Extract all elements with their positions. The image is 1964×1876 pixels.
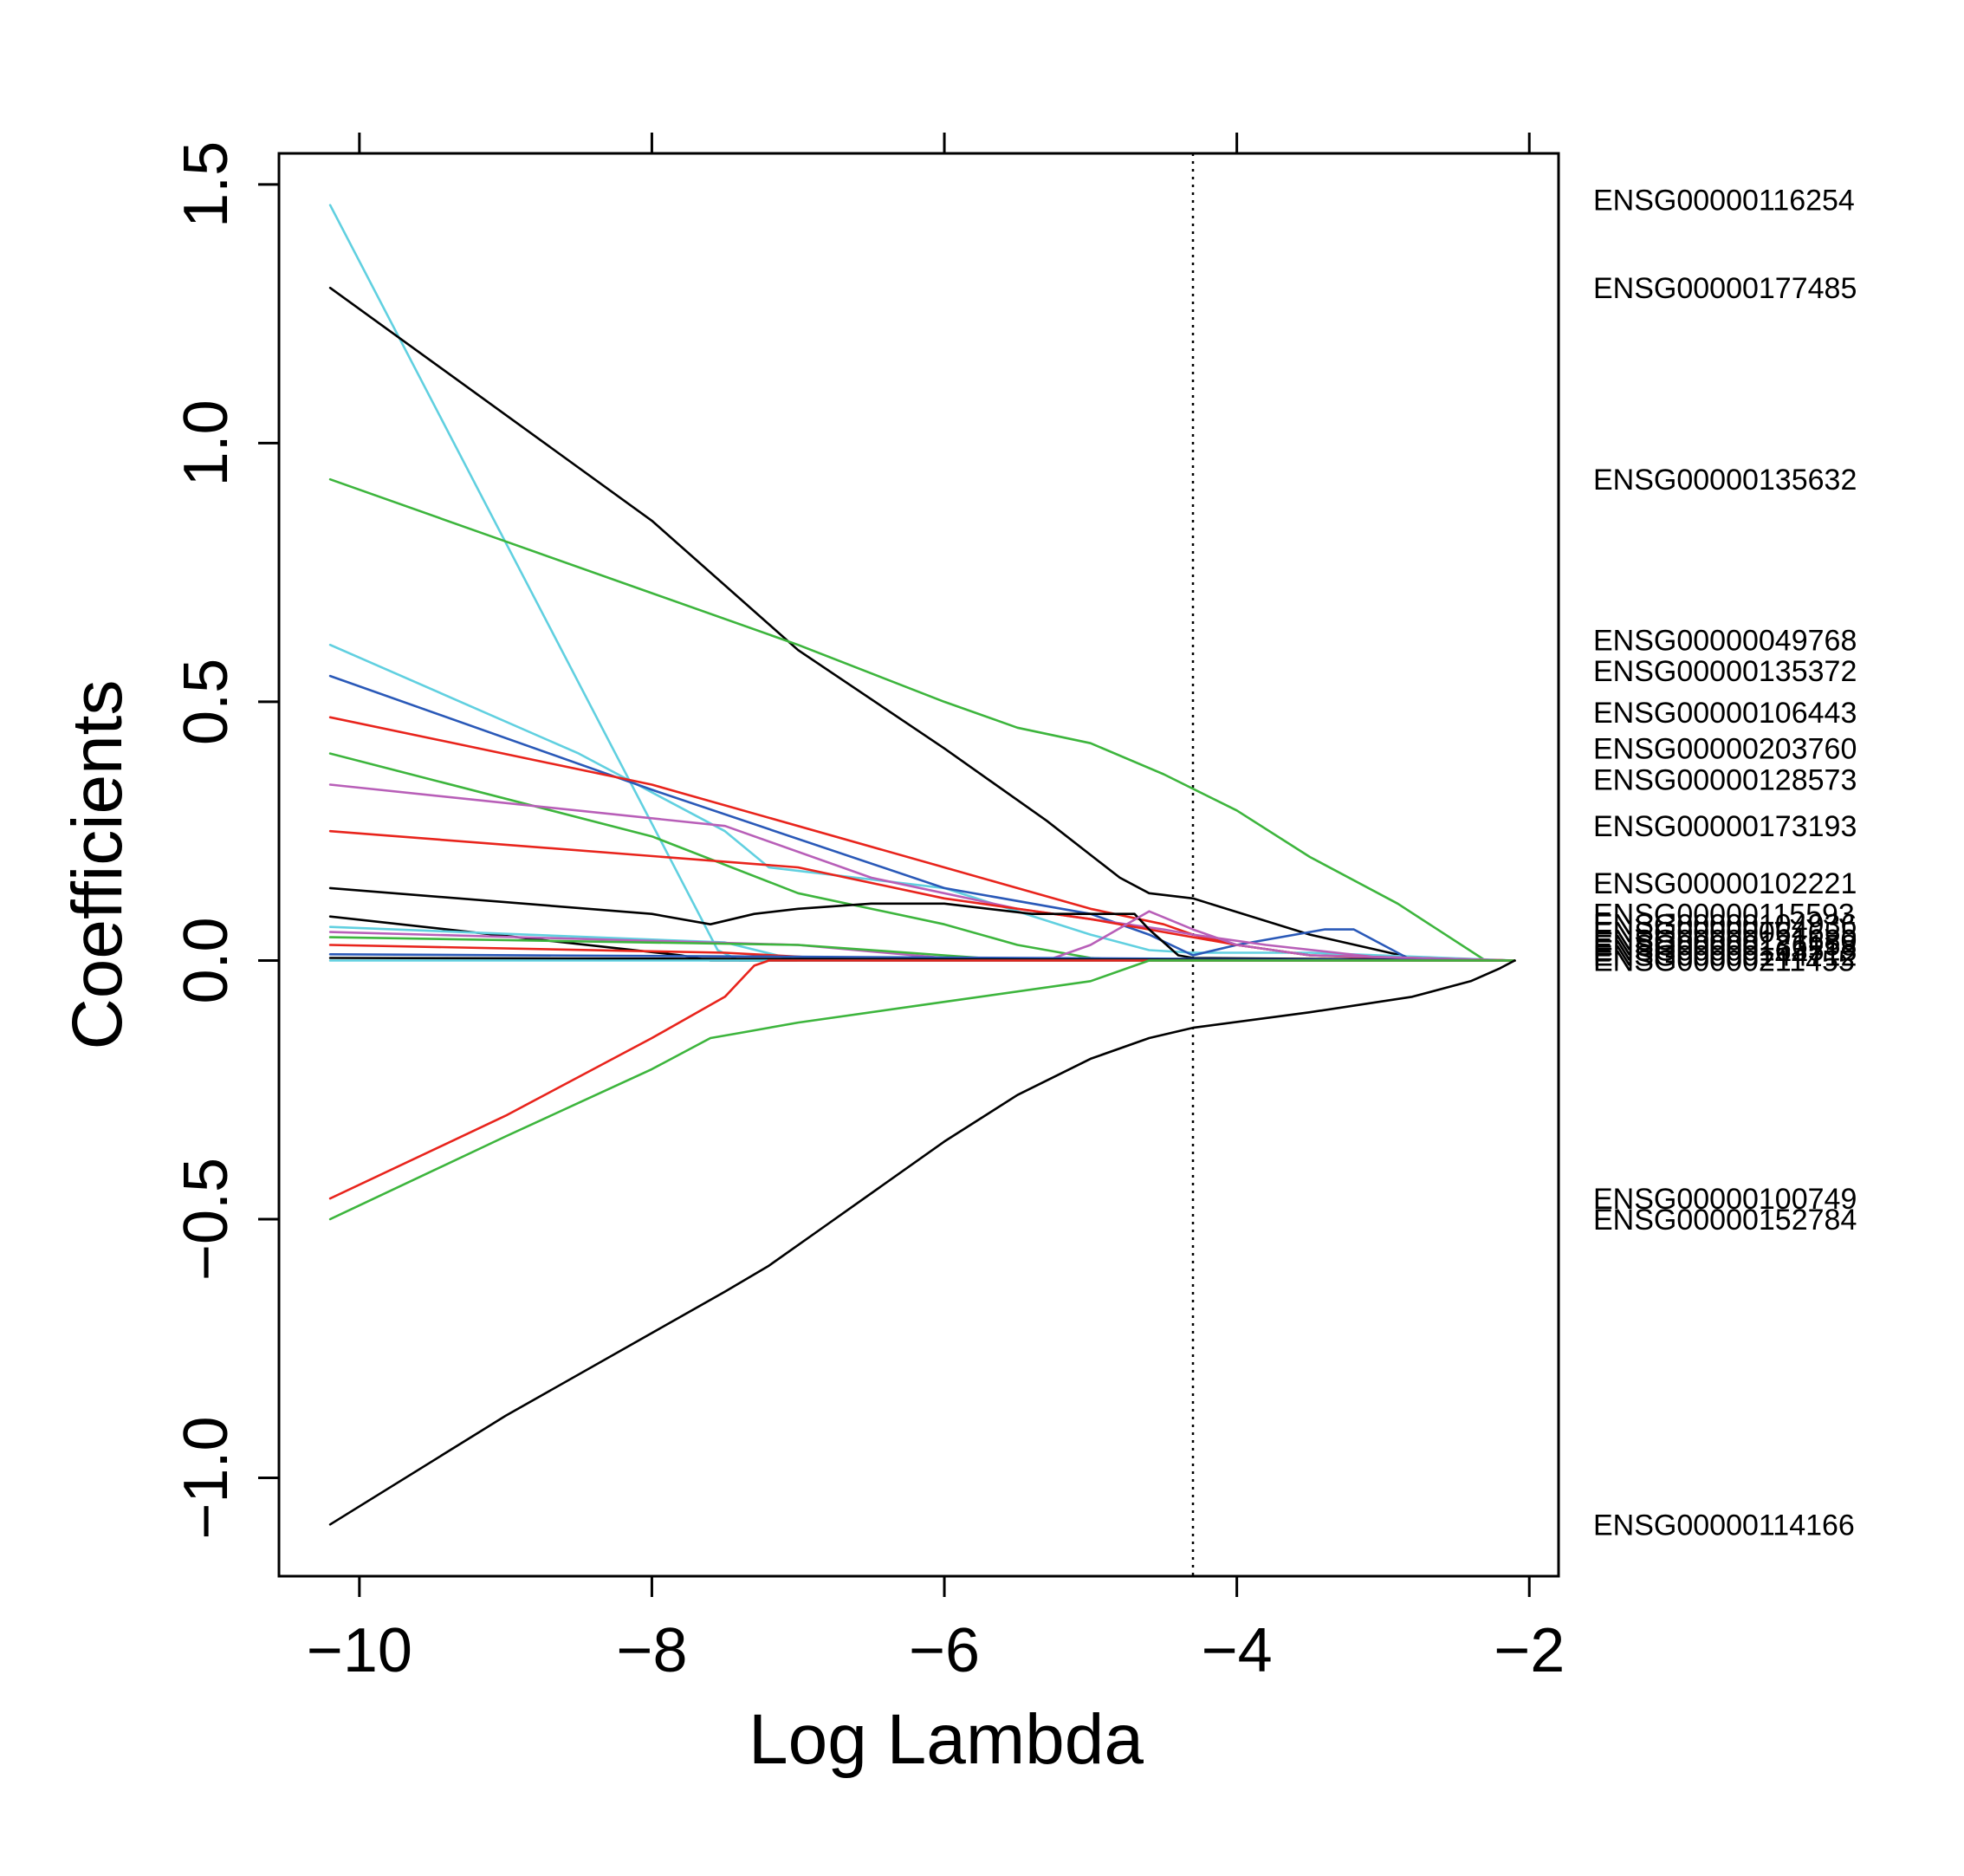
gene-label-ENSG00000115593: ENSG00000115593 — [1593, 899, 1855, 932]
y-tick-label: −1.0 — [172, 1416, 241, 1539]
gene-label-ENSG00000128573: ENSG00000128573 — [1593, 763, 1857, 796]
y-axis: −1.0 −0.5 0.0 0.5 1.0 1.5 — [172, 141, 279, 1540]
series-line-ENSG00000135372 — [328, 674, 1516, 962]
gene-labels: ENSG00000116254 ENSG00000177485 ENSG000001… — [1593, 185, 1857, 1542]
gene-label-ENSG00000064655: ENSG00000064655 — [1593, 917, 1857, 950]
series-line-ENSG00000135632 — [328, 477, 1516, 962]
gene-label-ENSG00000173193: ENSG00000173193 — [1593, 810, 1857, 843]
gene-label-ENSG00000114166: ENSG00000114166 — [1593, 1509, 1855, 1542]
x-tick-label: −10 — [307, 1616, 412, 1685]
series-line-ENSG00000064655 — [328, 910, 1516, 962]
gene-label-ENSG00000106443: ENSG00000106443 — [1593, 697, 1857, 730]
x-axis: −10 −8 −6 −4 −2 — [307, 133, 1565, 1685]
gene-label-ENSG00000211455: ENSG00000211455 — [1593, 944, 1855, 977]
gene-label-ENSG00000163513: ENSG00000163513 — [1593, 935, 1857, 968]
gene-label-ENSG00000116254: ENSG00000116254 — [1593, 185, 1855, 217]
gene-label-ENSG00000049768: ENSG00000049768 — [1593, 624, 1857, 657]
gene-label-ENSG00000144712: ENSG00000144712 — [1593, 939, 1857, 972]
series-line-ENSG00000152784 — [328, 959, 1516, 1221]
gene-label-ENSG00000135372: ENSG00000135372 — [1593, 655, 1857, 688]
y-tick-label: 0.0 — [172, 917, 241, 1003]
y-axis-title: Coefficients — [58, 680, 137, 1050]
gene-label-ENSG00000102221: ENSG00000102221 — [1593, 867, 1857, 900]
series-line-ENSG00000177485 — [328, 286, 1516, 962]
gene-label-ENSG00000136158: ENSG00000136158 — [1593, 930, 1857, 963]
gene-label-ENSG00000177485: ENSG00000177485 — [1593, 272, 1857, 305]
series-layer — [328, 204, 1516, 1526]
gene-label-ENSG00000121680: ENSG00000121680 — [1593, 925, 1857, 957]
gene-label-ENSG00000100749: ENSG00000100749 — [1593, 1183, 1857, 1216]
x-axis-title: Log Lambda — [749, 1700, 1144, 1779]
gene-label-ENSG00000203760: ENSG00000203760 — [1593, 733, 1857, 766]
x-tick-label: −8 — [616, 1616, 687, 1685]
x-tick-label: −6 — [909, 1616, 980, 1685]
gene-label-ENSG00000135632: ENSG00000135632 — [1593, 464, 1857, 497]
y-tick-label: 1.0 — [172, 399, 241, 486]
gene-label-ENSG00000104936: ENSG00000104936 — [1593, 909, 1857, 942]
x-tick-label: −4 — [1202, 1616, 1273, 1685]
series-line-ENSG00000114166 — [328, 959, 1516, 1526]
y-tick-label: −0.5 — [172, 1158, 241, 1281]
series-line-ENSG00000100749 — [328, 959, 1516, 1200]
y-tick-label: 1.5 — [172, 141, 241, 228]
plot-frame — [277, 152, 1560, 1578]
gene-label-ENSG00000152784: ENSG00000152784 — [1593, 1204, 1857, 1237]
series-line-ENSG00000102221 — [328, 886, 1516, 962]
y-tick-label: 0.5 — [172, 659, 241, 745]
x-tick-label: −2 — [1494, 1616, 1565, 1685]
